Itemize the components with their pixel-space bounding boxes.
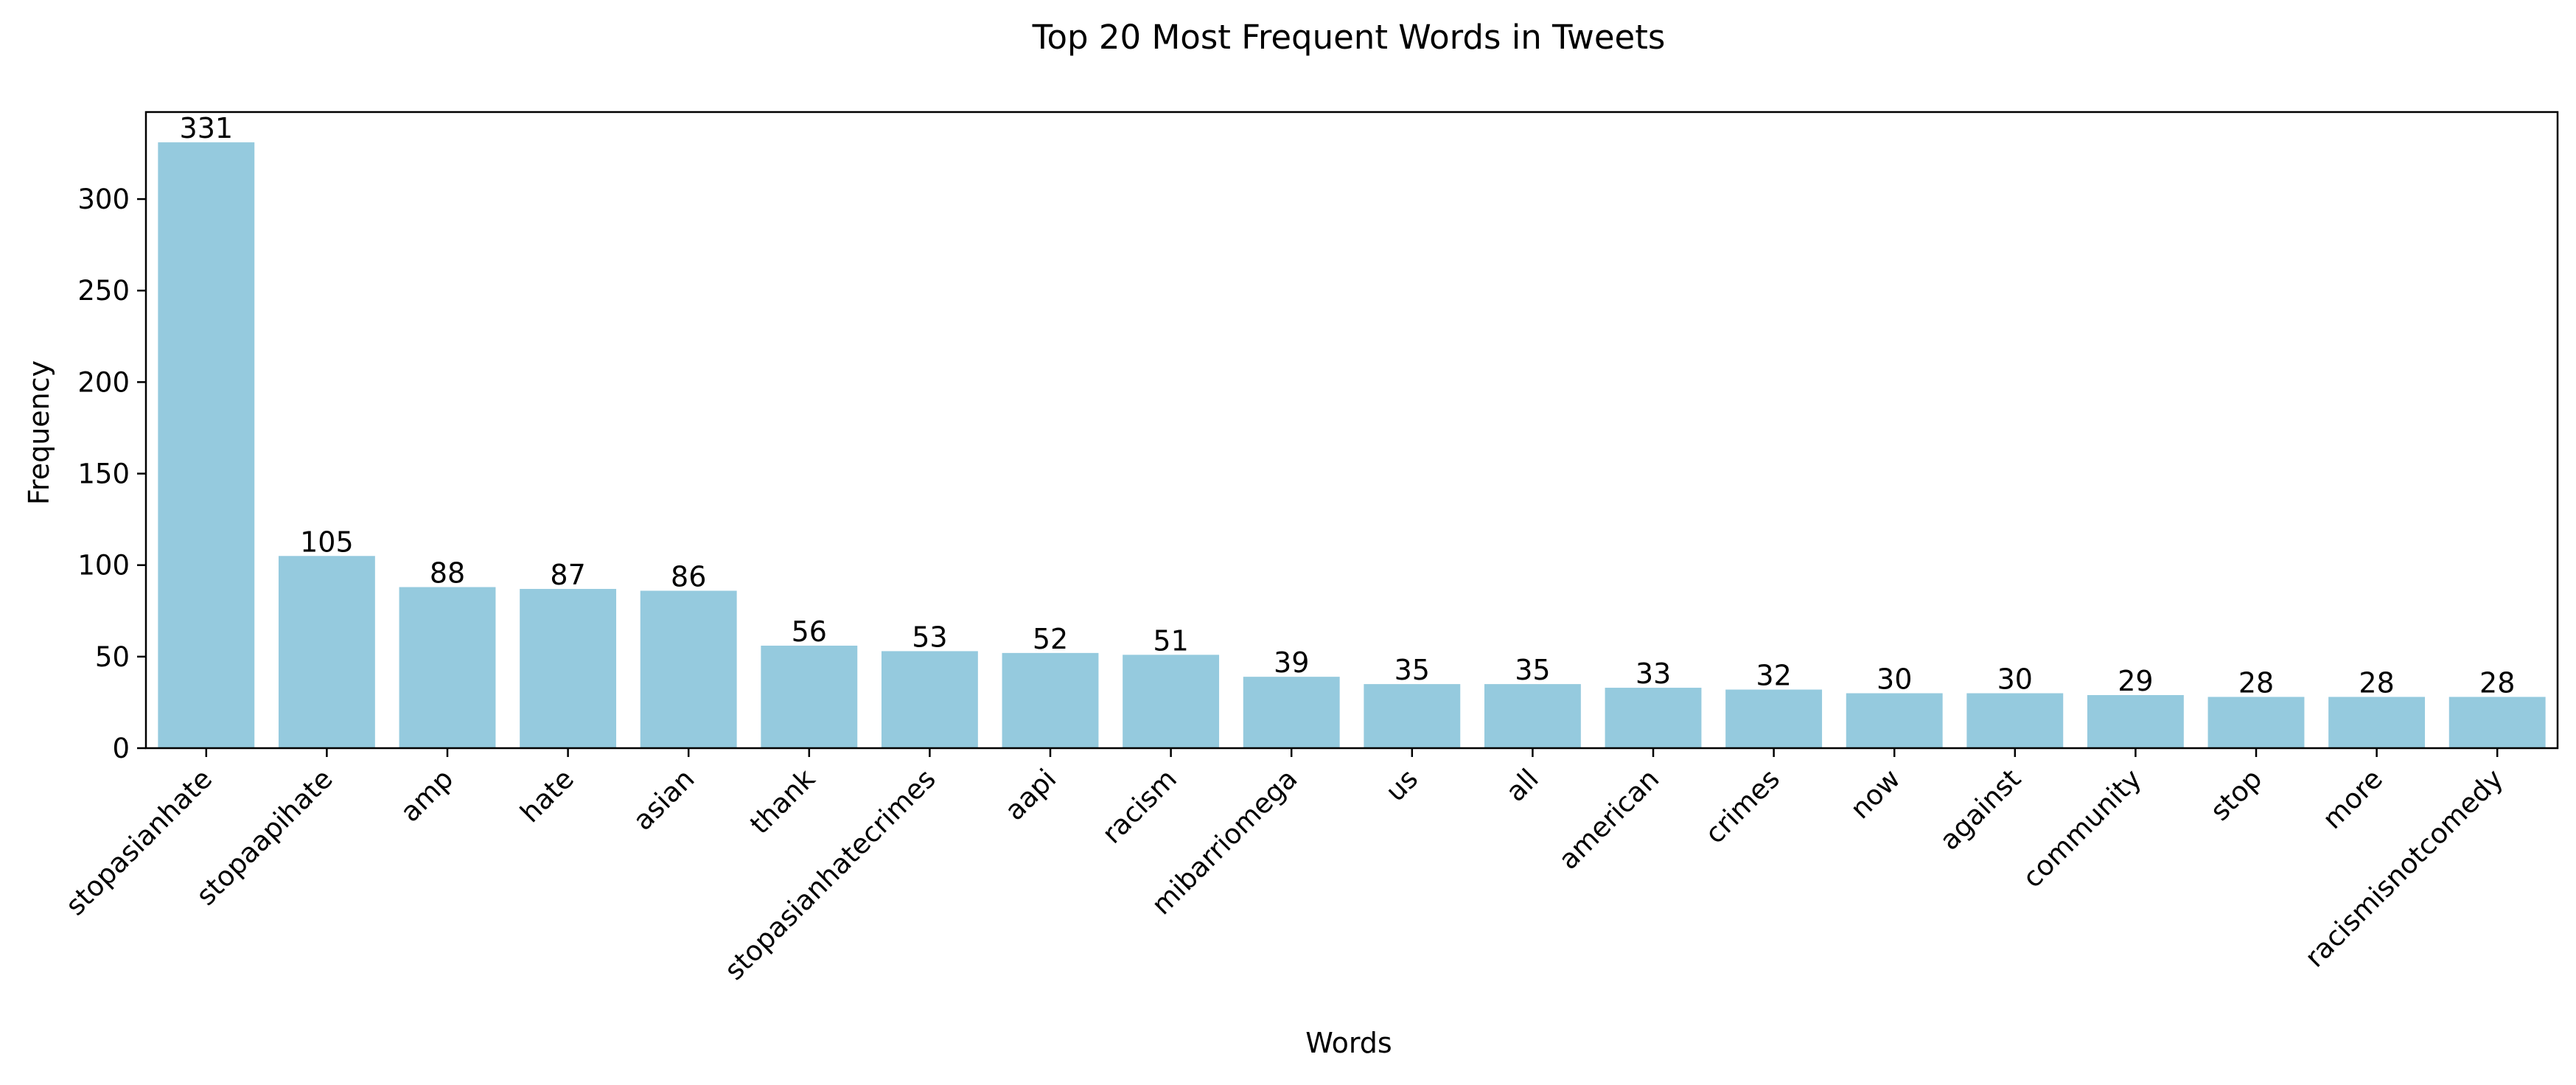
data-label: 28 bbox=[2479, 666, 2515, 699]
y-tick-label: 300 bbox=[77, 184, 130, 215]
data-label: 29 bbox=[2118, 665, 2153, 697]
x-tick-label: amp bbox=[394, 763, 460, 828]
y-tick-label: 100 bbox=[77, 550, 130, 582]
x-axis-label: Words bbox=[1305, 1027, 1392, 1059]
bar-stopasianhate bbox=[158, 142, 255, 749]
data-label: 52 bbox=[1033, 623, 1068, 655]
x-tick-label: racismisnotcomedy bbox=[2299, 763, 2510, 974]
x-tick-label: crimes bbox=[1699, 763, 1786, 850]
bar-stopaapihate bbox=[278, 556, 375, 748]
data-label: 53 bbox=[912, 621, 947, 653]
x-tick-label: all bbox=[1500, 763, 1545, 808]
bar-mibarriomega bbox=[1243, 677, 1340, 748]
bar-more bbox=[2328, 697, 2426, 748]
data-label: 35 bbox=[1395, 654, 1430, 686]
x-tick-label: american bbox=[1552, 763, 1665, 876]
y-tick-label: 50 bbox=[95, 641, 130, 673]
data-label: 35 bbox=[1515, 654, 1550, 686]
x-tick-label: thank bbox=[744, 763, 821, 840]
data-label: 33 bbox=[1636, 657, 1671, 690]
data-label: 86 bbox=[671, 560, 706, 593]
y-axis-label: Frequency bbox=[23, 360, 55, 505]
bar-racism bbox=[1123, 655, 1220, 748]
data-label: 331 bbox=[180, 112, 234, 144]
x-tick-label: more bbox=[2317, 763, 2389, 835]
data-label: 56 bbox=[792, 615, 827, 648]
bar-crimes bbox=[1725, 689, 1823, 748]
x-tick-label: now bbox=[1844, 763, 1906, 825]
bar-thank bbox=[761, 645, 858, 748]
x-tick-label: stopasianhate bbox=[60, 763, 218, 921]
data-label: 105 bbox=[300, 526, 354, 558]
bar-american bbox=[1605, 688, 1702, 748]
bar-aapi bbox=[1002, 652, 1099, 748]
y-axis-ticks: 0 50 100 150 200 250 300 bbox=[77, 184, 146, 764]
x-tick-label: community bbox=[2017, 763, 2148, 894]
data-labels-layer: 331 105 88 87 86 56 53 52 51 39 35 35 33 32 30 30 29 28 28… bbox=[180, 112, 2516, 699]
x-tick-label: stopasianhatecrimes bbox=[719, 763, 942, 986]
data-label: 30 bbox=[1877, 663, 1912, 696]
bar-against bbox=[1966, 693, 2064, 748]
data-label: 30 bbox=[1997, 663, 2033, 696]
data-label: 87 bbox=[550, 559, 585, 591]
bar-us bbox=[1364, 684, 1461, 748]
data-label: 32 bbox=[1756, 660, 1791, 692]
bars-layer bbox=[158, 142, 2546, 749]
bar-stopasianhatecrimes bbox=[881, 651, 978, 748]
bar-stop bbox=[2207, 697, 2305, 748]
data-label: 28 bbox=[2359, 666, 2394, 699]
bar-hate bbox=[520, 588, 617, 748]
bar-amp bbox=[399, 587, 496, 748]
data-label: 51 bbox=[1153, 624, 1188, 657]
chart-title: Top 20 Most Frequent Words in Tweets bbox=[1032, 18, 1666, 57]
data-label: 28 bbox=[2238, 666, 2274, 699]
y-tick-label: 0 bbox=[112, 733, 130, 764]
plot-frame bbox=[144, 111, 2559, 750]
x-tick-label: against bbox=[1933, 763, 2027, 857]
bar-asian bbox=[640, 590, 737, 748]
x-tick-label: hate bbox=[514, 763, 580, 828]
y-tick-label: 150 bbox=[77, 458, 130, 490]
x-tick-label: aapi bbox=[999, 763, 1062, 826]
y-tick-label: 250 bbox=[77, 275, 130, 307]
x-tick-label: asian bbox=[627, 763, 701, 837]
y-tick-label: 200 bbox=[77, 366, 130, 398]
x-tick-label: us bbox=[1380, 763, 1425, 808]
bar-now bbox=[1846, 693, 1943, 748]
bar-racismisnotcomedy bbox=[2448, 697, 2546, 748]
bar-all bbox=[1484, 684, 1581, 748]
x-tick-label: stop bbox=[2204, 763, 2268, 827]
x-tick-label: racism bbox=[1096, 763, 1183, 850]
data-label: 39 bbox=[1274, 646, 1309, 679]
data-label: 88 bbox=[430, 557, 465, 589]
bar-community bbox=[2087, 694, 2184, 748]
